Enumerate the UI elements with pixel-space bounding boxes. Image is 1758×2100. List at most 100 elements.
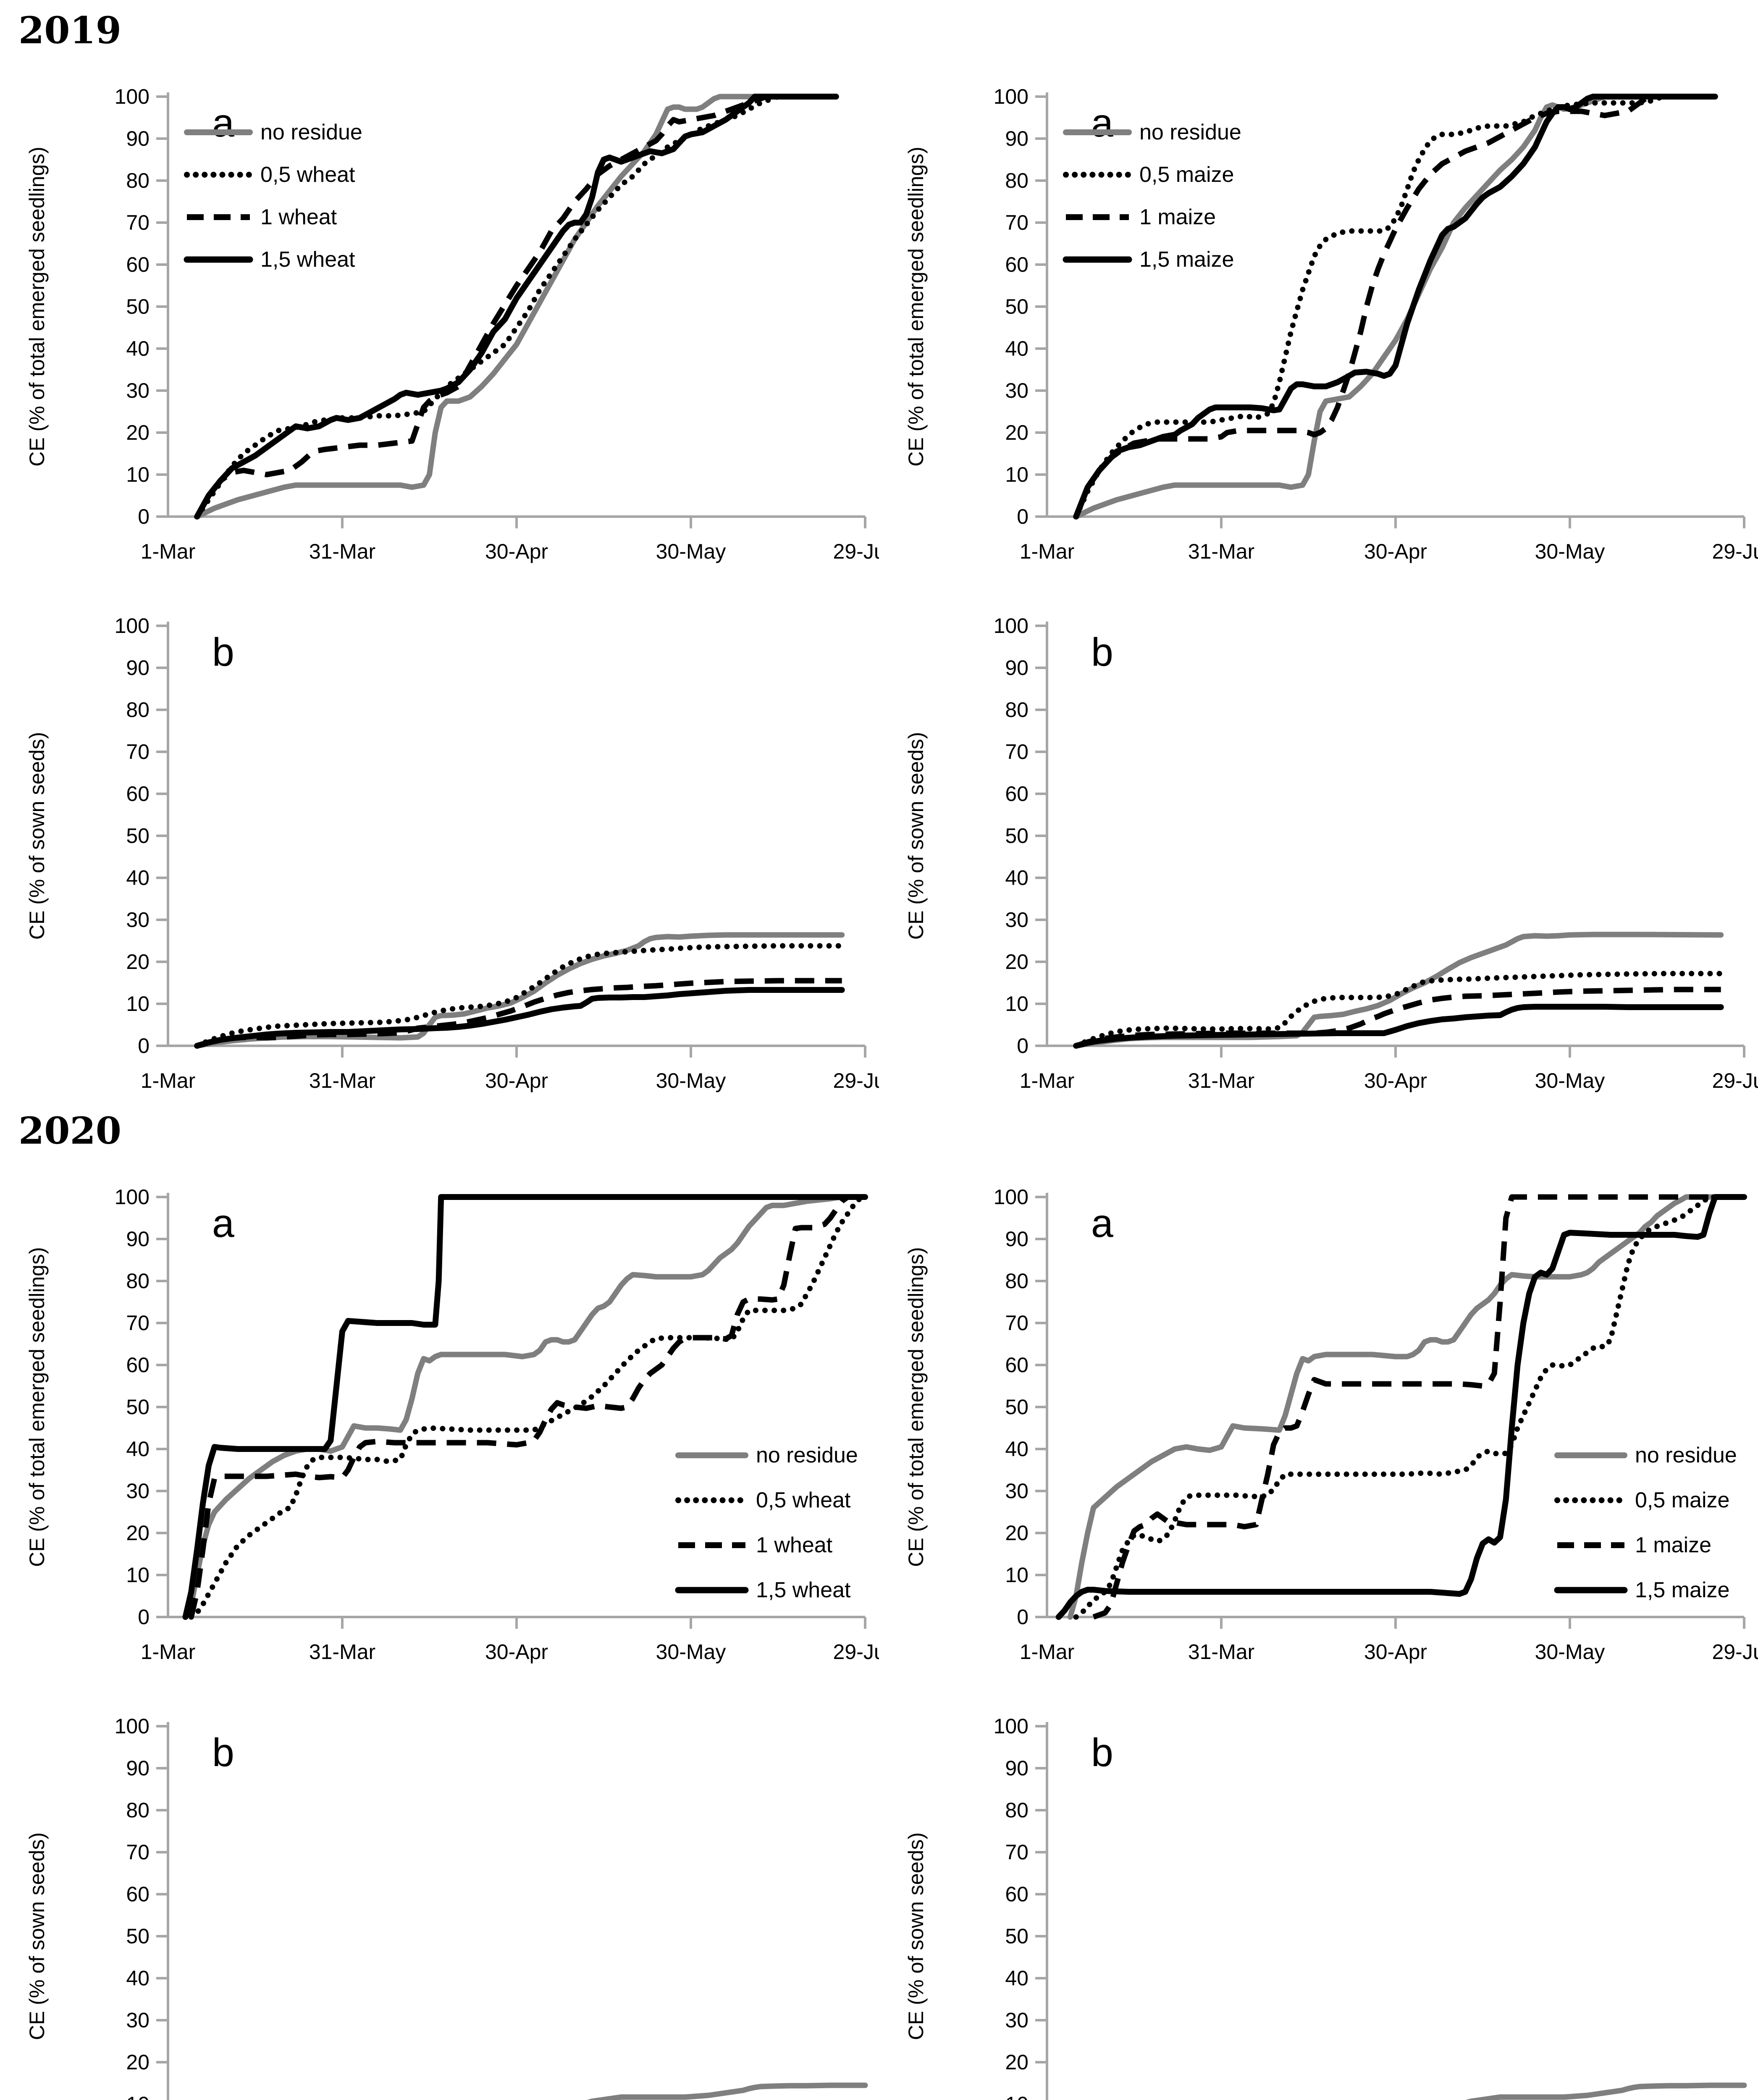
y-tick-label: 70 — [1005, 740, 1029, 764]
y-tick-label: 100 — [994, 85, 1029, 108]
panel-letter: b — [1091, 1730, 1113, 1775]
y-tick-label: 70 — [126, 211, 150, 234]
y-tick-label: 40 — [1005, 866, 1029, 890]
legend-item-label: no residue — [260, 120, 362, 144]
chart-2020-wheat-a: 0 10 20 30 40 50 60 70 80 90 100 1-Mar 31-Mar 30-Apr 3… — [0, 1142, 879, 1672]
y-tick-label: 80 — [1005, 1269, 1029, 1293]
y-tick-label: 80 — [126, 1269, 150, 1293]
chart-2019-wheat-a: 0 10 20 30 40 50 60 70 80 90 100 1-Mar 31-Mar 30-Apr 3… — [0, 42, 879, 571]
x-tick-label: 30-Apr — [485, 1640, 548, 1664]
legend-item-label: 1 maize — [1139, 205, 1216, 229]
y-axis-title: CE (% of total emerged seedlings) — [904, 147, 928, 466]
y-tick-label: 40 — [126, 1966, 150, 1990]
chart-2019-wheat-b: 0 10 20 30 40 50 60 70 80 90 100 1-Mar 31-Mar 30-Apr 3… — [0, 571, 879, 1100]
series-line-1-maize — [1092, 1194, 1744, 1620]
y-tick-label: 20 — [1005, 950, 1029, 974]
series-line-0-5-maize — [1073, 971, 1724, 1049]
y-tick-label: 100 — [994, 614, 1029, 638]
y-tick-label: 20 — [126, 950, 150, 974]
x-tick-label: 30-Apr — [1364, 1640, 1427, 1664]
legend-item-label: 1,5 wheat — [756, 1578, 851, 1602]
series-line-no-residue — [194, 94, 839, 520]
y-tick-label: 90 — [1005, 656, 1029, 680]
x-tick-label: 29-Jun — [833, 540, 879, 563]
x-tick-label: 30-May — [1535, 1640, 1605, 1664]
y-tick-label: 0 — [138, 1034, 150, 1058]
legend-item-label: 1,5 wheat — [260, 247, 355, 272]
year-heading-2020: 2020 — [18, 1109, 121, 1152]
y-tick-label: 40 — [1005, 337, 1029, 360]
y-tick-label: 100 — [115, 614, 150, 638]
y-tick-label: 10 — [1005, 992, 1029, 1016]
x-tick-label: 1-Mar — [1020, 1640, 1075, 1664]
y-tick-label: 80 — [1005, 169, 1029, 192]
y-tick-label: 80 — [126, 1798, 150, 1822]
series-line-0-5-wheat — [194, 94, 839, 520]
y-tick-label: 10 — [1005, 2092, 1029, 2100]
panel-letter: a — [212, 101, 234, 145]
legend-item-label: 1 wheat — [756, 1533, 833, 1557]
x-tick-label: 29-Jun — [833, 1069, 879, 1092]
x-tick-label: 30-May — [656, 1640, 726, 1664]
series-line-1-5-maize — [1073, 1004, 1724, 1049]
series-line-1-wheat — [196, 978, 842, 1049]
y-tick-label: 50 — [1005, 1924, 1029, 1948]
legend-item-label: no residue — [756, 1443, 858, 1467]
y-tick-label: 50 — [126, 824, 150, 848]
legend-item-label: 1 maize — [1635, 1533, 1711, 1557]
y-tick-label: 90 — [126, 1227, 150, 1251]
y-tick-label: 40 — [126, 866, 150, 890]
series-line-1-5-maize — [1073, 94, 1718, 520]
y-tick-label: 30 — [1005, 1479, 1029, 1503]
y-tick-label: 30 — [126, 379, 150, 402]
x-tick-label: 29-Jun — [833, 1640, 879, 1664]
y-tick-label: 0 — [138, 1605, 150, 1629]
y-tick-label: 60 — [126, 253, 150, 276]
series-line-1-wheat — [188, 1194, 865, 1618]
y-tick-label: 60 — [1005, 253, 1029, 276]
y-tick-label: 80 — [126, 698, 150, 722]
x-tick-label: 29-Jun — [1712, 1069, 1758, 1092]
x-tick-label: 30-May — [1535, 1069, 1605, 1092]
x-tick-label: 29-Jun — [1712, 540, 1758, 563]
panel-letter: b — [1091, 630, 1113, 675]
y-tick-label: 90 — [126, 1756, 150, 1780]
x-tick-label: 1-Mar — [141, 1069, 196, 1092]
chart-2019-maize-a: 0 10 20 30 40 50 60 70 80 90 100 1-Mar 31-Mar 30-Apr 3… — [879, 42, 1758, 571]
y-axis-title: CE (% of total emerged seedlings) — [904, 1247, 928, 1567]
y-axis-title: CE (% of sown seeds) — [904, 732, 928, 940]
y-axis-title: CE (% of sown seeds) — [904, 1832, 928, 2040]
y-tick-label: 0 — [138, 505, 150, 528]
x-tick-label: 31-Mar — [309, 540, 375, 563]
legend-item-label: no residue — [1139, 120, 1241, 144]
y-tick-label: 30 — [126, 2008, 150, 2032]
y-tick-label: 100 — [994, 1185, 1029, 1209]
y-tick-label: 90 — [126, 656, 150, 680]
y-tick-label: 90 — [1005, 1227, 1029, 1251]
y-axis-title: CE (% of sown seeds) — [25, 732, 49, 940]
y-tick-label: 40 — [126, 1437, 150, 1461]
series-line-no-residue — [1465, 2082, 1747, 2100]
y-tick-label: 60 — [126, 1882, 150, 1906]
legend-item-label: 0,5 maize — [1635, 1488, 1729, 1512]
y-tick-label: 20 — [126, 2050, 150, 2074]
legend-item-label: no residue — [1635, 1443, 1737, 1467]
y-tick-label: 20 — [126, 421, 150, 444]
y-tick-label: 10 — [1005, 1563, 1029, 1587]
y-tick-label: 60 — [126, 1353, 150, 1377]
series-line-0-5-wheat — [194, 943, 845, 1049]
y-tick-label: 80 — [1005, 698, 1029, 722]
x-tick-label: 30-May — [656, 540, 726, 563]
panel-letter: a — [212, 1201, 234, 1246]
legend-item-label: 0,5 wheat — [756, 1488, 851, 1512]
y-tick-label: 90 — [1005, 127, 1029, 150]
panel-letter: b — [212, 1730, 234, 1775]
y-tick-label: 70 — [1005, 1840, 1029, 1864]
x-tick-label: 30-Apr — [485, 540, 548, 563]
y-tick-label: 20 — [126, 1521, 150, 1545]
x-tick-label: 31-Mar — [309, 1069, 375, 1092]
y-tick-label: 30 — [126, 908, 150, 932]
y-tick-label: 100 — [115, 1714, 150, 1738]
y-tick-label: 40 — [126, 337, 150, 360]
y-tick-label: 20 — [1005, 421, 1029, 444]
